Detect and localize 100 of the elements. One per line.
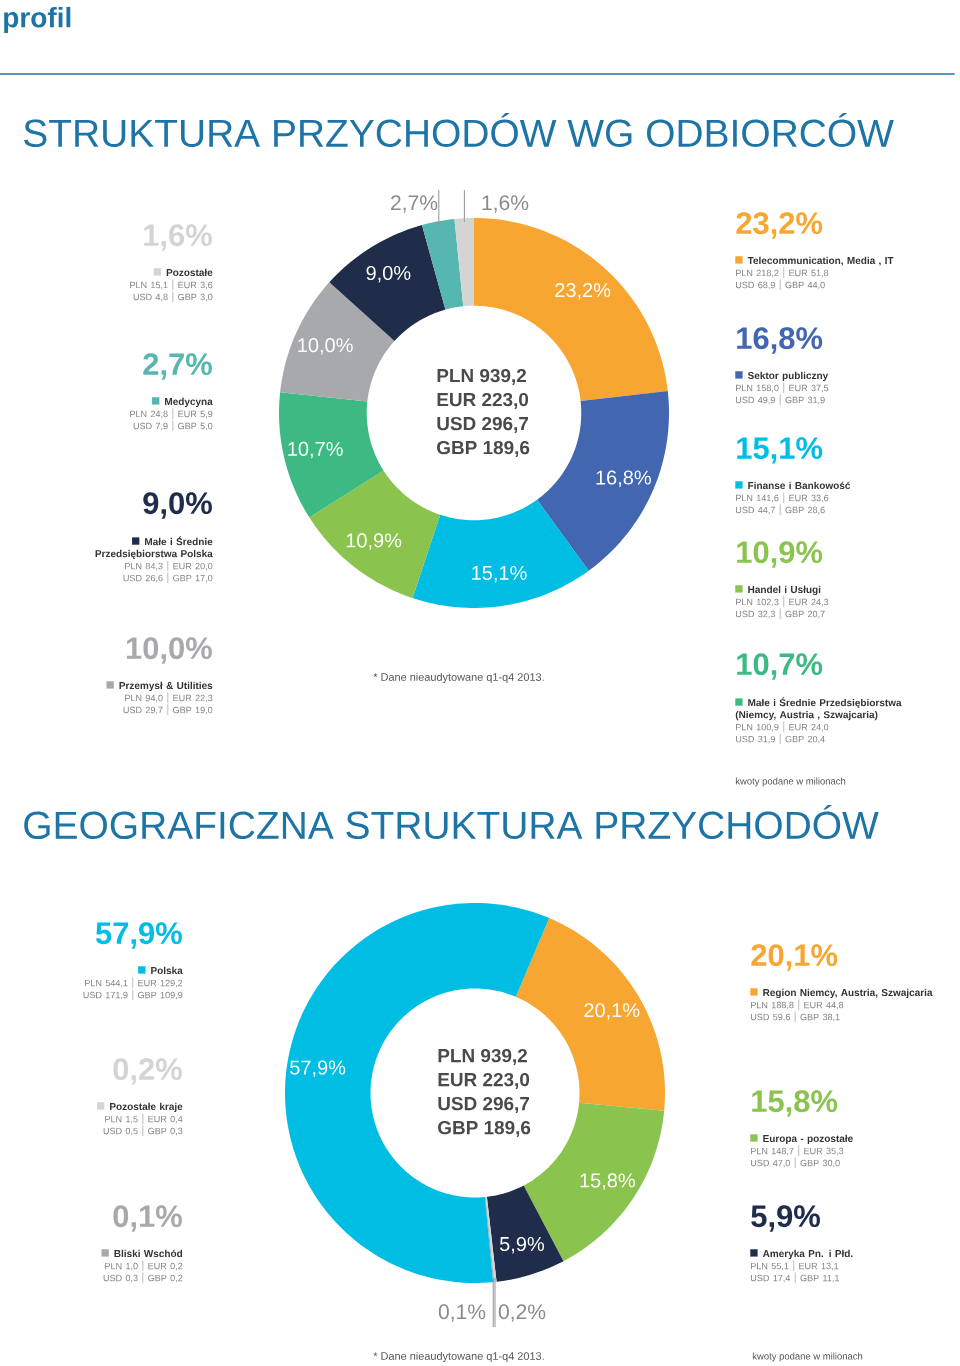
data-label: 1,6%	[482, 195, 529, 213]
data-label: 15,1%	[472, 565, 527, 583]
text: PLN 544,1	[85, 979, 128, 988]
text: GBP 17,0	[173, 574, 213, 583]
text: EUR 3,6	[178, 281, 213, 290]
text: * Dane nieaudytowane q1-q4 2013.	[373, 672, 544, 684]
text: PLN 15,1	[130, 281, 168, 290]
text: PLN 102,3	[736, 598, 779, 607]
text: GBP 3,0	[178, 293, 213, 302]
data-label: 57,9%	[290, 1060, 346, 1077]
text: kwoty podane w milionach	[735, 777, 846, 787]
legend-label: Pozostałe	[166, 268, 213, 277]
legend-label: Medycyna	[165, 397, 213, 408]
text: USD 0,3	[103, 1274, 138, 1283]
text: EUR 37,5	[789, 384, 829, 393]
text: GBP 20,4	[785, 735, 825, 744]
chart-title: STRUKTURA PRZYCHODÓW WG ODBIORCÓW	[24, 112, 894, 148]
text: PLN 939,2	[437, 368, 526, 386]
chart-title: GEOGRAFICZNA STRUKTURA PRZYCHODÓW	[24, 804, 879, 840]
text: * Dane nieaudytowane q1-q4 2013.	[373, 1351, 544, 1363]
text: PLN 148,7	[751, 1147, 794, 1156]
text: USD 44,7	[735, 506, 775, 515]
text: GBP 0,3	[148, 1127, 183, 1136]
text: kwoty podane w milionach	[752, 1352, 863, 1362]
text: USD 49,9	[735, 396, 775, 405]
text: EUR 5,9	[178, 410, 213, 419]
legend-label: Polska	[151, 966, 183, 975]
data-label: 5,9%	[499, 1236, 545, 1254]
text: 15,1%	[737, 437, 823, 464]
legend-label: Ameryka Pn. i Płd.	[762, 1249, 853, 1260]
text: GBP 30,0	[800, 1159, 840, 1168]
text: EUR 129,2	[138, 979, 183, 988]
text: PLN 188,8	[751, 1001, 794, 1010]
text: USD 31,9	[735, 735, 775, 744]
text: EUR 24,3	[789, 598, 829, 607]
legend-label: Bliski Wschód	[114, 1249, 183, 1258]
text: GBP 189,6	[438, 1120, 531, 1138]
data-label: 2,7%	[391, 195, 438, 213]
text: PLN 218,2	[736, 269, 779, 278]
text: PLN 94,0	[125, 694, 163, 703]
text: GBP 5,0	[178, 422, 213, 431]
text: GBP 44,0	[785, 281, 825, 290]
text: GBP 11,1	[800, 1274, 840, 1283]
text: GBP 109,9	[138, 991, 183, 1000]
text: EUR 223,0	[437, 392, 529, 410]
text: EUR 0,2	[148, 1262, 183, 1271]
text: 10,0%	[126, 637, 212, 664]
data-label: 20,1%	[584, 1003, 640, 1020]
text: EUR 24,0	[789, 723, 829, 732]
text: 23,2%	[736, 212, 823, 239]
text: PLN 24,8	[130, 410, 168, 419]
text: GBP 189,6	[437, 440, 530, 458]
text: 15,8%	[752, 1090, 838, 1117]
legend-label: Małe i Średnie Przedsiębiorstwa (Niemcy, Austria , Szwajcaria)	[735, 697, 902, 721]
text: 20,1%	[751, 944, 838, 971]
text: USD 47,0	[750, 1159, 791, 1168]
text: PLN 100,9	[736, 723, 779, 732]
data-label: 10,0%	[298, 338, 353, 355]
text: EUR 44,8	[804, 1001, 844, 1010]
text: PLN 84,3	[125, 562, 163, 571]
legend-label: Region Niemcy, Austria, Szwajcaria	[763, 988, 933, 999]
text: EUR 33,6	[789, 494, 829, 503]
text: USD 171,9	[83, 991, 128, 1000]
text: USD 0,5	[103, 1127, 138, 1136]
data-label: 0,2%	[498, 1304, 546, 1322]
text: GBP 0,2	[148, 1274, 183, 1283]
text: USD 68,9	[735, 281, 775, 290]
legend-label: Sektor publiczny	[747, 371, 829, 382]
data-label: 15,8%	[580, 1173, 635, 1190]
text: 0,1%	[113, 1205, 182, 1232]
legend-label: Przemysł & Utilities	[119, 681, 213, 692]
legend-label: Europa - pozostałe	[763, 1134, 853, 1145]
data-label: 16,8%	[596, 470, 651, 487]
text: GBP 31,9	[785, 396, 825, 405]
text: PLN 939,2	[438, 1048, 527, 1066]
data-label: 10,7%	[288, 441, 343, 459]
text: PLN 1,5	[105, 1115, 138, 1124]
text: 57,9%	[95, 922, 182, 949]
text: EUR 35,3	[804, 1147, 844, 1156]
legend-label: Handel i Usługi	[748, 585, 821, 596]
text: 2,7%	[143, 353, 212, 380]
text: 10,9%	[737, 541, 823, 568]
data-label: 0,1%	[438, 1304, 486, 1322]
legend-label: Małe i Średnie Przedsiębiorstwa Polska	[95, 536, 213, 560]
text: GBP 20,7	[785, 610, 825, 619]
text: EUR 223,0	[438, 1072, 530, 1090]
text: USD 59,6	[750, 1013, 790, 1022]
text: 16,8%	[737, 327, 823, 354]
legend-label: Telecommunication, Media , IT	[747, 256, 894, 266]
text: PLN 1,0	[105, 1262, 138, 1271]
text: USD 296,7	[437, 416, 529, 434]
data-label: 9,0%	[366, 265, 411, 283]
text: 9,0%	[143, 492, 212, 519]
text: USD 296,7	[438, 1096, 530, 1114]
text: GBP 28,6	[785, 506, 825, 515]
text: USD 29,7	[123, 706, 163, 715]
text: 10,7%	[737, 653, 823, 680]
text: PLN 158,0	[736, 384, 779, 393]
text: USD 17,4	[750, 1274, 791, 1283]
text: PLN 55,1	[751, 1262, 789, 1271]
